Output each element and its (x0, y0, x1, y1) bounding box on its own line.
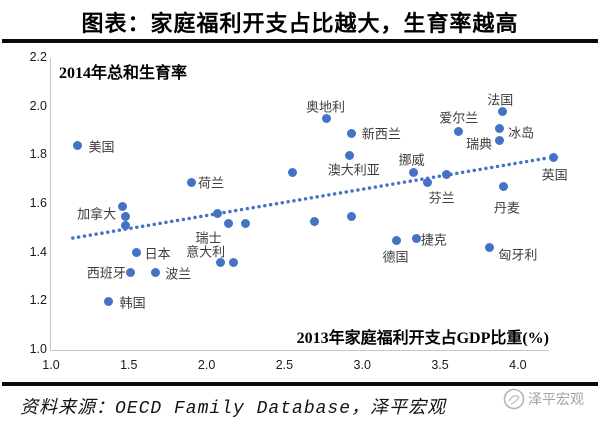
scatter-point (454, 126, 464, 136)
plot-area: 2014年总和生育率 2013年家庭福利开支占GDP比重(%) 2.2 2.0 1.… (30, 50, 568, 372)
y-tick-label: 1.4 (29, 244, 47, 259)
point-label: 美国 (88, 139, 115, 155)
point-label: 冰岛 (508, 125, 535, 141)
scatter-point (121, 221, 131, 231)
scatter-point (216, 257, 226, 267)
scatter-point (228, 257, 238, 267)
x-tick-label: 4.0 (509, 358, 527, 372)
y-tick-label: 2.2 (29, 50, 47, 64)
point-label: 捷克 (420, 232, 447, 248)
scatter-point (186, 177, 196, 187)
y-tick-label: 2.0 (29, 98, 47, 113)
point-label: 德国 (382, 249, 409, 264)
y-axis-title: 2014年总和生育率 (59, 65, 188, 82)
bottom-divider (2, 382, 598, 386)
scatter-point (223, 218, 233, 228)
point-label: 挪威 (398, 152, 425, 168)
y-tick-label: 1.6 (29, 196, 47, 210)
point-label: 法国 (487, 92, 514, 108)
chart-title: 图表：家庭福利开支占比越大，生育率越高 (81, 11, 519, 36)
y-tick-label: 1.8 (29, 147, 47, 162)
point-label: 爱尔兰 (439, 110, 479, 126)
x-tick-label: 2.5 (275, 358, 294, 372)
scatter-point (497, 107, 507, 117)
point-label: 奥地利 (305, 99, 345, 115)
scatter-point (409, 167, 419, 177)
x-tick-label: 1.0 (42, 358, 60, 372)
point-label: 日本 (144, 246, 171, 262)
point-label: 瑞士 (195, 230, 222, 246)
scatter-point (118, 201, 128, 211)
scatter-point (441, 170, 451, 180)
x-tick-label: 3.0 (353, 358, 371, 372)
x-tick-label: 1.5 (120, 358, 138, 372)
scatter-point (321, 114, 331, 124)
scatter-point (132, 248, 142, 258)
scatter-point (412, 233, 422, 243)
source-text: 资料来源：OECD Family Database，泽平宏观 (20, 399, 447, 419)
scatter-point (485, 243, 495, 253)
scatter-point (150, 267, 160, 277)
watermark-logo: 泽平宏观 (502, 387, 584, 411)
scatter-point (345, 150, 355, 160)
scatter-point (346, 211, 356, 221)
point-label: 匈牙利 (498, 247, 538, 263)
point-label: 瑞典 (466, 136, 493, 152)
top-divider (2, 39, 598, 43)
point-label: 丹麦 (493, 200, 520, 216)
scatter-point (241, 218, 251, 228)
scatter-point (549, 153, 559, 163)
scatter-point (121, 211, 131, 221)
scatter-point (287, 167, 297, 177)
point-label: 澳大利亚 (327, 162, 380, 178)
point-label: 新西兰 (361, 126, 401, 142)
scatter-point (104, 296, 114, 306)
point-label: 波兰 (165, 266, 192, 282)
point-label: 韩国 (119, 295, 146, 311)
point-label: 芬兰 (428, 190, 455, 206)
scatter-point (494, 136, 504, 146)
scatter-point (125, 267, 135, 277)
x-tick-label: 3.5 (431, 358, 449, 372)
point-label: 加拿大 (77, 206, 117, 222)
scatter-point (213, 209, 223, 219)
x-tick-label: 2.0 (197, 358, 216, 372)
scatter-point (72, 141, 82, 151)
x-axis-title: 2013年家庭福利开支占GDP比重(%) (296, 330, 549, 347)
point-label: 西班牙 (86, 265, 126, 281)
y-tick-label: 1.2 (29, 293, 47, 308)
watermark-text: 泽平宏观 (528, 393, 584, 408)
scatter-point (499, 182, 509, 192)
scatter-point (346, 128, 356, 138)
zeping-macro-logo-icon (503, 388, 525, 410)
scatter-point (494, 124, 504, 134)
point-label: 英国 (541, 167, 568, 183)
trend-line (71, 156, 551, 240)
scatter-point (309, 216, 319, 226)
scatter-point (391, 236, 401, 245)
y-tick-label: 1.0 (29, 342, 47, 356)
scatter-point (423, 177, 433, 187)
point-label: 意大利 (186, 244, 226, 260)
point-label: 荷兰 (198, 175, 225, 191)
